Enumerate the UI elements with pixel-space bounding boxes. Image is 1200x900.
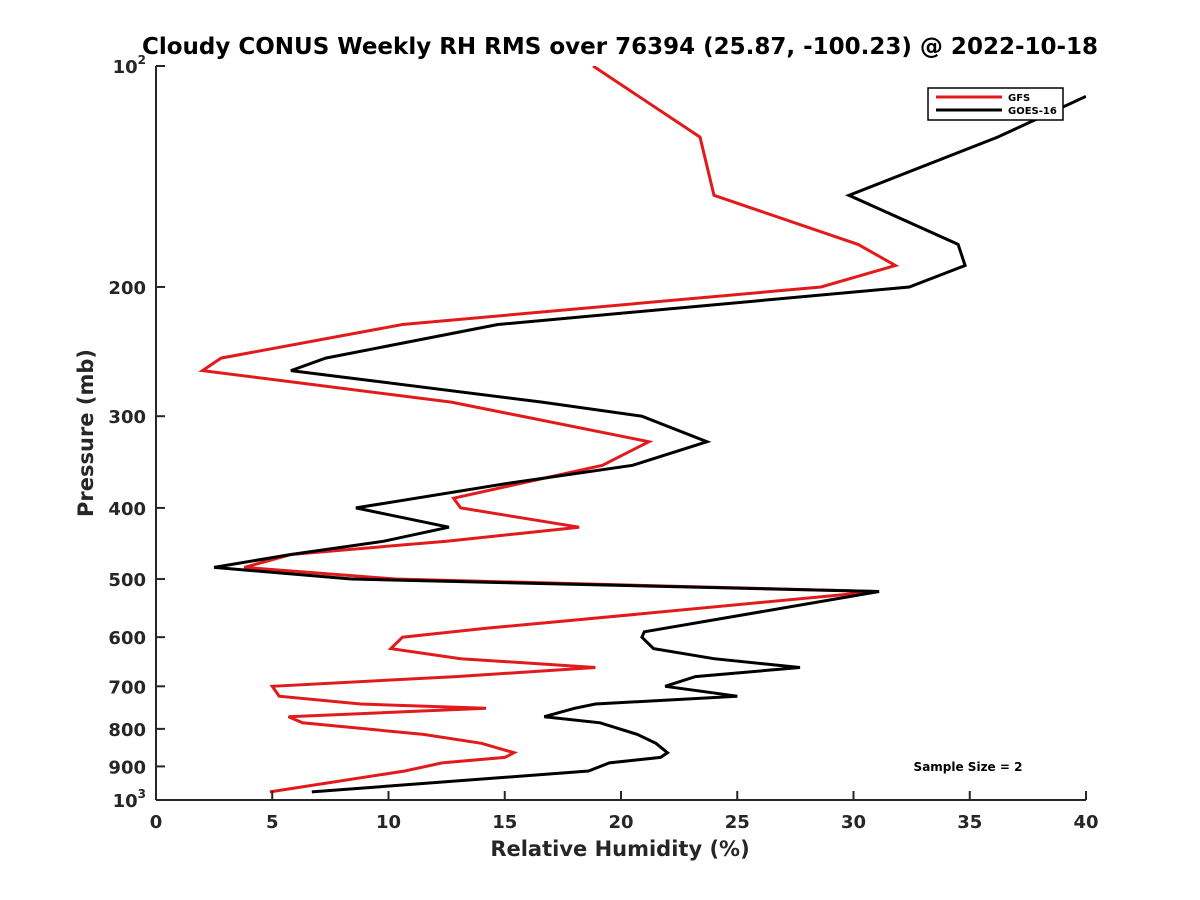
y-tick-exponent: 3 [138, 787, 146, 801]
x-axis-label: Relative Humidity (%) [490, 837, 749, 861]
x-tick-label: 10 [376, 812, 401, 833]
y-tick-label: 900 [108, 757, 146, 778]
y-tick-label: 102 [113, 53, 146, 78]
x-tick-label: 20 [608, 812, 633, 833]
x-tick-label: 25 [725, 812, 750, 833]
legend-label-goes-16: GOES-16 [1008, 106, 1057, 117]
y-tick-label: 700 [108, 677, 146, 698]
y-tick-label: 400 [108, 499, 146, 520]
legend-box [927, 87, 1064, 121]
y-axis-label: Pressure (mb) [74, 349, 98, 517]
y-tick-base: 10 [113, 57, 138, 78]
x-tick-label: 40 [1073, 812, 1098, 833]
chart-title: Cloudy CONUS Weekly RH RMS over 76394 (2… [142, 34, 1098, 60]
y-tick-base: 10 [113, 791, 138, 812]
y-tick-label: 800 [108, 720, 146, 741]
plot-area [198, 66, 1086, 794]
x-tick-label: 5 [266, 812, 279, 833]
x-tick-label: 0 [150, 812, 163, 833]
legend: GFS GOES-16 [927, 87, 1064, 121]
y-tick-label: 200 [108, 278, 146, 299]
x-tick-label: 35 [957, 812, 982, 833]
y-tick-label: 600 [108, 628, 146, 649]
series-line-gfs [198, 66, 900, 794]
y-tick-label: 103 [113, 787, 146, 812]
x-tick-label: 15 [492, 812, 517, 833]
x-tick-label: 30 [841, 812, 866, 833]
legend-label-gfs: GFS [1008, 93, 1030, 104]
series-line-goes-16 [213, 95, 1086, 794]
x-axis: 0 5 10 15 20 25 30 35 40 [150, 791, 1099, 833]
y-tick-label: 300 [108, 407, 146, 428]
y-tick-exponent: 2 [138, 53, 146, 67]
sample-size-annotation: Sample Size = 2 [914, 760, 1023, 774]
y-tick-label: 500 [108, 570, 146, 591]
